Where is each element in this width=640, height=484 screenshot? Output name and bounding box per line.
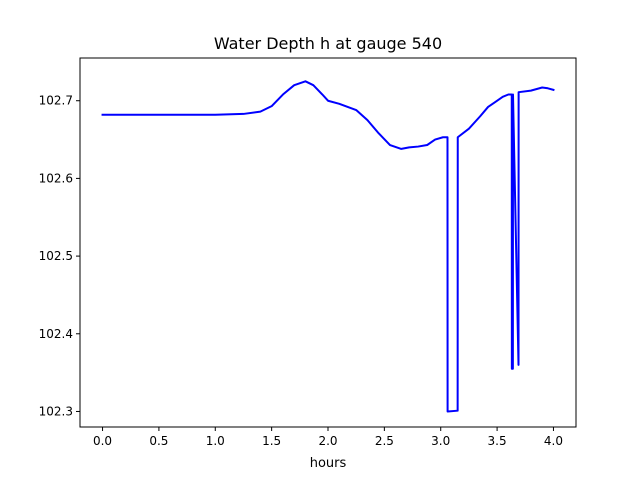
x-tick-label: 3.5 bbox=[488, 434, 507, 448]
x-tick-label: 0.5 bbox=[149, 434, 168, 448]
x-tick-label: 3.0 bbox=[431, 434, 450, 448]
x-tick-label: 1.0 bbox=[206, 434, 225, 448]
y-tick-label: 102.3 bbox=[39, 404, 73, 418]
x-tick-label: 4.0 bbox=[544, 434, 563, 448]
series-line-0 bbox=[101, 80, 555, 413]
plot-area: 0.0 0.5 1.0 1.5 2.0 2.5 3.0 3.5 4.0 102.3 102.4 102… bbox=[39, 57, 577, 448]
y-tick-label: 102.4 bbox=[39, 327, 73, 341]
y-tick-label: 102.6 bbox=[39, 171, 73, 185]
x-tick-label: 2.5 bbox=[375, 434, 394, 448]
x-tick-label: 2.0 bbox=[318, 434, 337, 448]
y-tick-label: 102.7 bbox=[39, 94, 73, 108]
axes-frame bbox=[79, 57, 577, 428]
x-tick-label: 0.0 bbox=[93, 434, 112, 448]
y-tick-label: 102.5 bbox=[39, 249, 73, 263]
chart-title: Water Depth h at gauge 540 bbox=[214, 34, 442, 53]
x-axis-label: hours bbox=[310, 456, 347, 471]
x-tick-label: 1.5 bbox=[262, 434, 281, 448]
